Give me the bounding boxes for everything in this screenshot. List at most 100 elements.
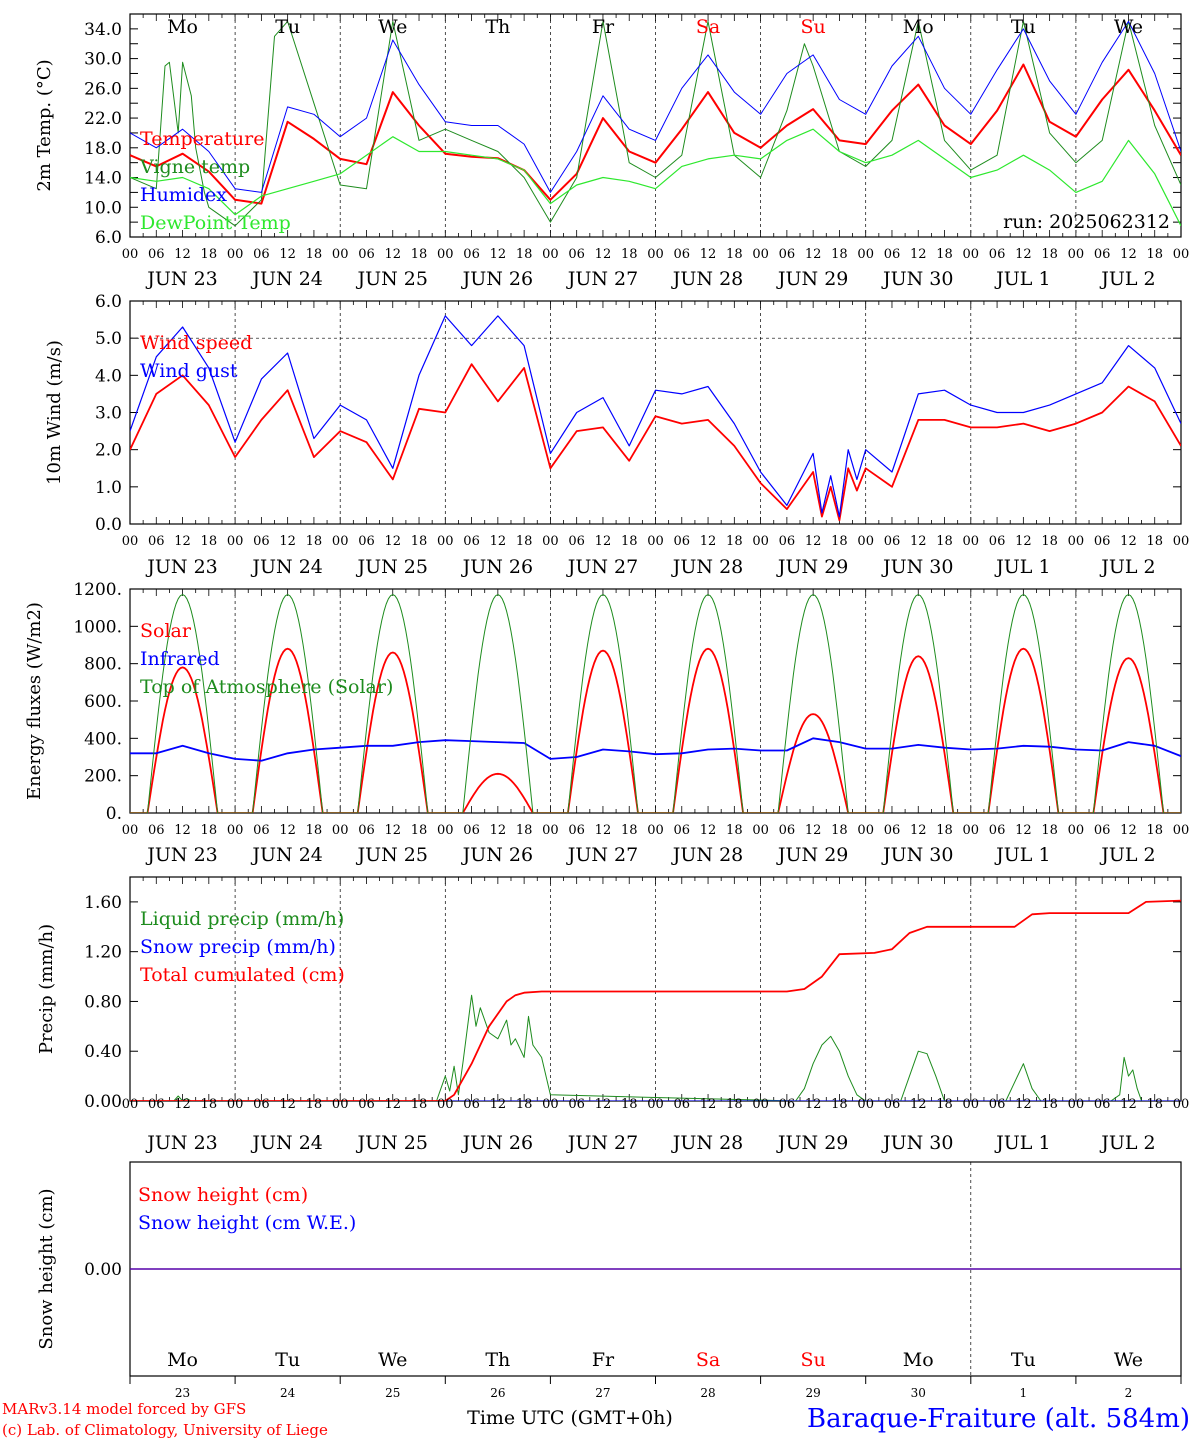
hour-tick-label: 06 — [148, 534, 165, 549]
hour-tick-label: 00 — [1173, 823, 1190, 838]
hour-tick-label: 06 — [358, 247, 375, 262]
y-axis-label: 10m Wind (m/s) — [44, 340, 65, 485]
hour-tick-label: 00 — [1173, 247, 1190, 262]
hour-tick-label: 00 — [1173, 534, 1190, 549]
date-label: JUN 28 — [671, 844, 743, 866]
date-label: JUN 27 — [566, 268, 638, 290]
date-label: JUL 1 — [994, 1132, 1050, 1154]
hour-tick-label: 18 — [516, 534, 533, 549]
hour-tick-label: 00 — [647, 1097, 664, 1112]
date-label: JUN 29 — [776, 268, 848, 290]
hour-tick-label: 12 — [279, 247, 296, 262]
hour-tick-label: 18 — [306, 247, 323, 262]
hour-tick-label: 00 — [963, 534, 980, 549]
hour-tick-label: 00 — [1068, 1097, 1085, 1112]
hour-tick-label: 00 — [227, 247, 244, 262]
weekday-label: We — [378, 1349, 407, 1371]
hour-tick-label: 12 — [1015, 823, 1032, 838]
hour-tick-label: 12 — [384, 823, 401, 838]
weekday-label: Su — [801, 1349, 826, 1371]
hour-tick-label: 12 — [490, 534, 507, 549]
station-name: Baraque-Fraiture (alt. 584m) — [807, 1404, 1190, 1434]
date-label: JUL 1 — [994, 268, 1050, 290]
series-line — [130, 20, 1181, 227]
hour-tick-label: 00 — [437, 534, 454, 549]
hour-tick-label: 18 — [621, 823, 638, 838]
hour-tick-label: 18 — [306, 1097, 323, 1112]
hour-tick-label: 06 — [358, 534, 375, 549]
hour-tick-label: 06 — [779, 534, 796, 549]
date-label: JUN 24 — [250, 268, 322, 290]
hour-tick-label: 06 — [884, 823, 901, 838]
day-number-label: 2 — [1125, 1386, 1133, 1400]
hour-tick-label: 00 — [857, 247, 874, 262]
hour-tick-label: 18 — [411, 247, 428, 262]
weekday-label: Mo — [167, 16, 198, 38]
series-line — [130, 128, 1181, 227]
hour-tick-label: 00 — [647, 823, 664, 838]
hour-tick-label: 18 — [726, 247, 743, 262]
hour-tick-label: 18 — [411, 534, 428, 549]
hour-tick-label: 18 — [936, 1097, 953, 1112]
hour-tick-label: 00 — [542, 823, 559, 838]
hour-tick-label: 18 — [1041, 823, 1058, 838]
y-tick-label: 6.0 — [95, 228, 122, 248]
hour-tick-label: 18 — [201, 247, 218, 262]
hour-tick-label: 00 — [752, 247, 769, 262]
day-number-label: 23 — [175, 1386, 190, 1400]
hour-tick-label: 06 — [253, 247, 270, 262]
weekday-label: Tu — [1011, 1349, 1036, 1371]
weekday-label: Tu — [1011, 16, 1036, 38]
weekday-label: Sa — [696, 1349, 720, 1371]
hour-tick-label: 06 — [148, 1097, 165, 1112]
series-line — [130, 594, 1181, 813]
hour-tick-label: 18 — [1146, 534, 1163, 549]
hour-tick-label: 00 — [122, 247, 139, 262]
hour-tick-label: 00 — [1173, 1097, 1190, 1112]
legend-entry: Solar — [140, 620, 192, 642]
hour-tick-label: 06 — [148, 823, 165, 838]
panel-3: 0. 200. 400. 600. 800. 1000. 1200. Energy fluxe… — [24, 580, 1189, 866]
weekday-label: Fr — [592, 1349, 615, 1371]
y-tick-label: 34.0 — [84, 20, 122, 40]
date-label: JUN 24 — [250, 556, 322, 578]
hour-tick-label: 18 — [201, 534, 218, 549]
weekday-label: Sa — [696, 16, 720, 38]
legend-entry: Snow height (cm) — [138, 1184, 308, 1206]
series-line — [130, 994, 1181, 1101]
hour-tick-label: 12 — [490, 823, 507, 838]
hour-tick-label: 12 — [700, 1097, 717, 1112]
hour-tick-label: 12 — [910, 1097, 927, 1112]
day-number-label: 28 — [700, 1386, 715, 1400]
hour-tick-label: 12 — [805, 823, 822, 838]
date-label: JUN 30 — [881, 844, 953, 866]
hour-tick-label: 00 — [227, 534, 244, 549]
hour-tick-label: 00 — [227, 1097, 244, 1112]
hour-tick-label: 06 — [674, 823, 691, 838]
x-axis-label: Time UTC (GMT+0h) — [467, 1407, 673, 1429]
plot-frame — [129, 13, 1182, 238]
hour-tick-label: 06 — [568, 1097, 585, 1112]
series-line — [130, 647, 1181, 813]
y-tick-label: 200. — [84, 767, 122, 787]
hour-tick-label: 06 — [1094, 534, 1111, 549]
hour-tick-label: 12 — [1120, 534, 1137, 549]
date-label: JUN 27 — [566, 1132, 638, 1154]
day-number-label: 29 — [806, 1386, 821, 1400]
series-line — [130, 737, 1181, 762]
hour-tick-label: 00 — [542, 1097, 559, 1112]
hour-tick-label: 00 — [963, 1097, 980, 1112]
legend-entry: Vigne temp — [139, 156, 250, 178]
date-label: JUN 23 — [145, 268, 217, 290]
y-tick-label: 0.40 — [84, 1042, 122, 1062]
hour-tick-label: 00 — [857, 1097, 874, 1112]
y-tick-label: 1.20 — [84, 943, 122, 963]
hour-tick-label: 18 — [726, 534, 743, 549]
y-tick-label: 1000. — [73, 617, 122, 637]
legend-entry: DewPoint Temp — [140, 212, 291, 234]
hour-tick-label: 12 — [700, 247, 717, 262]
date-label: JUN 28 — [671, 1132, 743, 1154]
hour-tick-label: 00 — [1068, 534, 1085, 549]
date-label: JUN 23 — [145, 556, 217, 578]
hour-tick-label: 06 — [1094, 247, 1111, 262]
